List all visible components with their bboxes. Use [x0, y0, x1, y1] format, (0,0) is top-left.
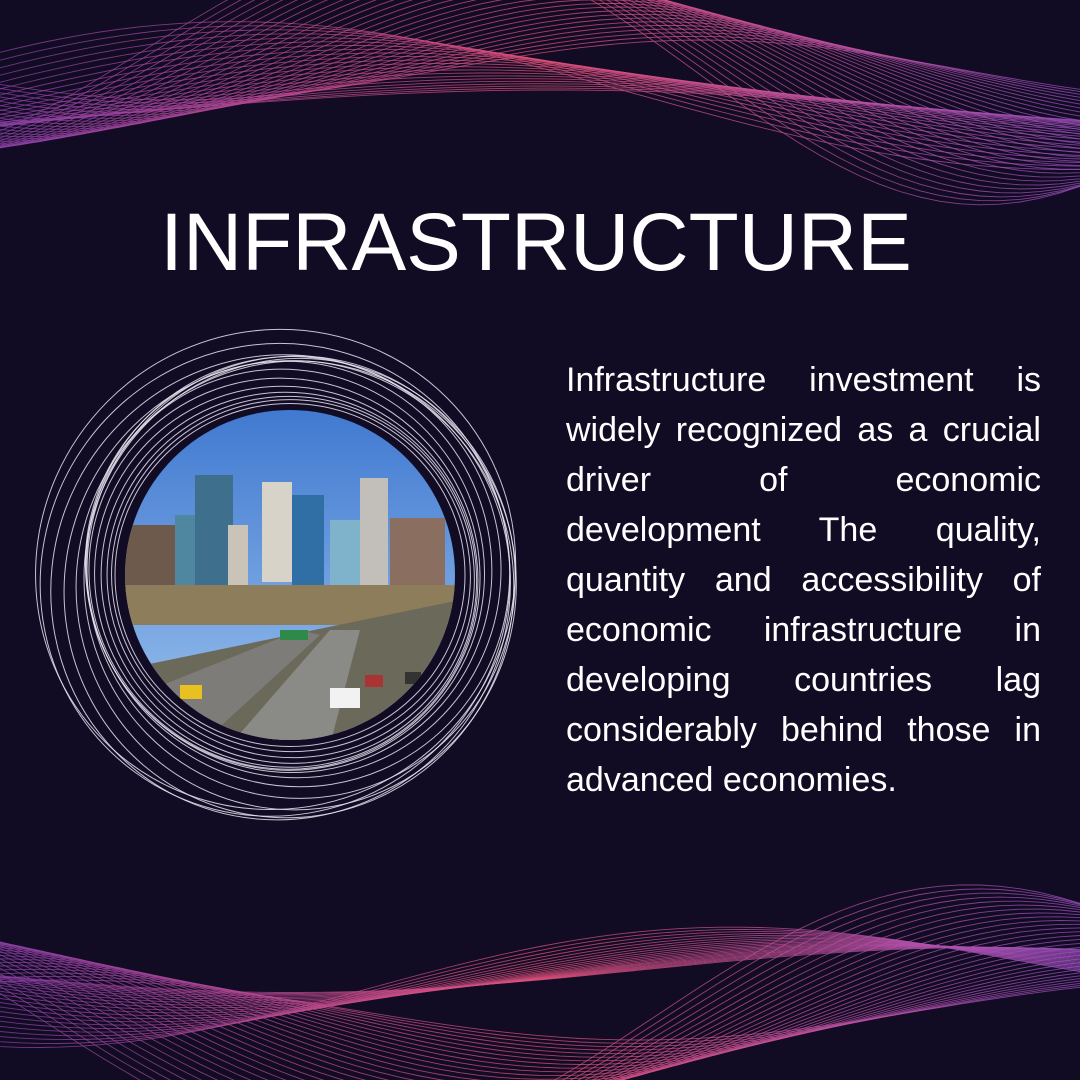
line: [114, 403, 466, 747]
line: [0, 945, 1080, 1080]
line: [0, 0, 1080, 194]
line: [0, 931, 1080, 1080]
line: [0, 904, 1080, 1080]
line: [0, 41, 1080, 153]
line: [0, 0, 1080, 198]
line: [0, 0, 1080, 170]
line: [0, 941, 1080, 1080]
line: [0, 0, 1080, 182]
line: [0, 892, 1080, 1080]
line: [0, 884, 1080, 1080]
line: [0, 0, 1080, 190]
line: [0, 0, 1080, 166]
line: [0, 0, 1080, 186]
line: [0, 908, 1080, 1080]
body-text: Infrastructure investment is widely reco…: [566, 361, 1041, 799]
line: [0, 75, 1080, 127]
line: [0, 0, 1080, 162]
line: [0, 78, 1080, 127]
line: [0, 0, 1080, 133]
line: [0, 955, 1080, 1065]
line: [0, 938, 1080, 1080]
line: [0, 952, 1080, 1069]
line: [0, 943, 1080, 1080]
line: [0, 949, 1080, 1073]
line: [0, 926, 1080, 1048]
line: [0, 21, 1080, 171]
line: [0, 0, 1080, 158]
title: INFRASTRUCTURE: [160, 197, 912, 288]
line: [0, 29, 1080, 164]
line: [0, 33, 1080, 160]
line: [88, 377, 481, 770]
line: [0, 935, 1080, 1080]
line: [0, 0, 1080, 202]
line: [0, 80, 1080, 127]
line: [63, 360, 515, 819]
line: [0, 72, 1080, 128]
line: [0, 0, 1080, 140]
line: [0, 66, 1080, 132]
line: [0, 888, 1080, 1080]
line: [0, 927, 1080, 1080]
line: [0, 25, 1080, 167]
line: [0, 0, 1080, 135]
line: [0, 912, 1080, 1080]
line: [0, 37, 1080, 156]
city-photo: [125, 410, 455, 740]
line: [0, 0, 1080, 145]
ring-lines: [35, 328, 517, 821]
line: [0, 0, 1080, 174]
line: [100, 391, 478, 764]
line: [0, 0, 1080, 149]
line: [0, 69, 1080, 130]
line: [0, 916, 1080, 1080]
line: [86, 356, 502, 779]
line: [111, 399, 471, 753]
line: [0, 62, 1080, 135]
line: [0, 923, 1080, 1080]
line: [0, 947, 1080, 1077]
line: [106, 395, 475, 759]
line: [35, 328, 517, 811]
line: [94, 385, 479, 768]
line: [39, 342, 511, 817]
line: [0, 896, 1080, 1080]
line: [0, 900, 1080, 1080]
